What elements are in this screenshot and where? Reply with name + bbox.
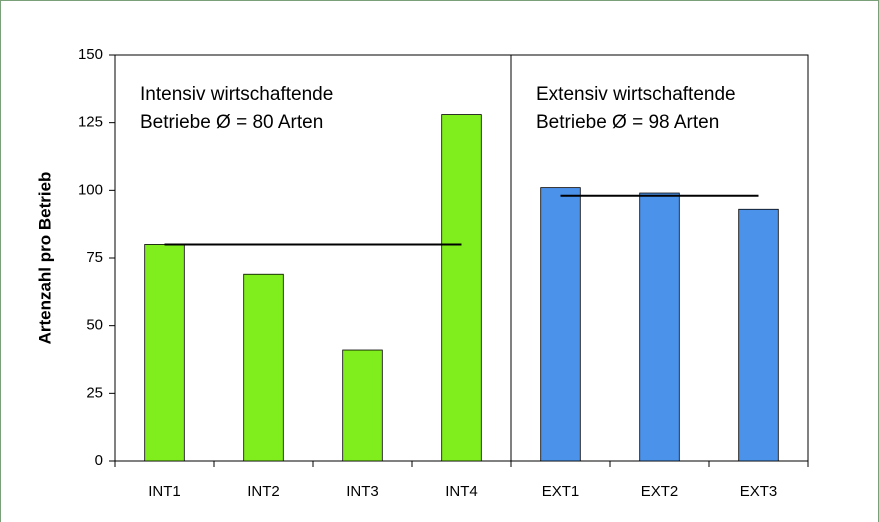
group-label: Betriebe Ø = 98 Arten bbox=[536, 112, 719, 133]
y-axis-label: Artenzahl pro Betrieb bbox=[35, 172, 54, 345]
bar bbox=[243, 273, 284, 462]
y-tick-label: 125 bbox=[78, 114, 103, 131]
x-tick-label: INT2 bbox=[247, 483, 280, 500]
bar bbox=[342, 349, 383, 462]
x-tick-label: EXT1 bbox=[542, 483, 580, 500]
group-label: Intensiv wirtschaftende bbox=[140, 84, 333, 105]
y-tick-label: 100 bbox=[78, 181, 103, 198]
x-tick-label: EXT3 bbox=[740, 483, 778, 500]
y-tick-label: 25 bbox=[86, 384, 103, 401]
x-tick-label: EXT2 bbox=[641, 483, 679, 500]
bar bbox=[738, 208, 779, 462]
group-label: Betriebe Ø = 80 Arten bbox=[140, 112, 323, 133]
y-tick-label: 150 bbox=[78, 46, 103, 63]
bar bbox=[441, 114, 482, 462]
group-label: Extensiv wirtschaftende bbox=[536, 84, 736, 105]
y-tick-label: 0 bbox=[95, 452, 103, 469]
bar bbox=[639, 192, 680, 462]
bar bbox=[144, 244, 185, 462]
y-tick-label: 50 bbox=[86, 317, 103, 334]
x-tick-label: INT3 bbox=[346, 483, 379, 500]
x-tick-label: INT4 bbox=[445, 483, 478, 500]
bar bbox=[540, 187, 581, 462]
y-tick-label: 75 bbox=[86, 249, 103, 266]
x-tick-label: INT1 bbox=[148, 483, 181, 500]
